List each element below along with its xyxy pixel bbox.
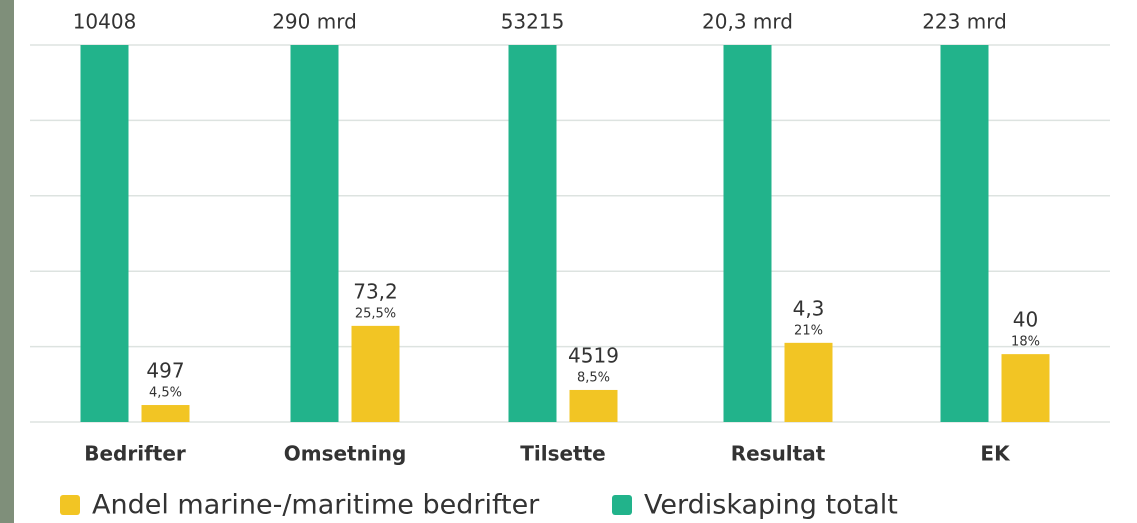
- bar: [940, 45, 989, 422]
- bar: [290, 45, 339, 422]
- category-label: Omsetning: [284, 442, 407, 466]
- bar: [80, 45, 129, 422]
- category-label: Resultat: [731, 442, 826, 466]
- bar: [569, 389, 618, 422]
- value-label: 18%: [1011, 335, 1040, 350]
- legend-label: Andel marine-/maritime bedrifter: [92, 490, 540, 521]
- bar: [508, 45, 557, 422]
- bar: [784, 342, 833, 422]
- total-label: 20,3 mrd: [702, 10, 793, 34]
- bar: [141, 405, 190, 422]
- amount-label: 40: [1013, 308, 1038, 332]
- value-label: 25,5%: [355, 306, 396, 321]
- value-label: 4,5%: [149, 386, 182, 401]
- category-label: EK: [980, 442, 1011, 466]
- legend-swatch: [612, 495, 632, 515]
- bar: [351, 325, 400, 422]
- value-label: 8,5%: [577, 370, 610, 385]
- category-label: Tilsette: [520, 442, 606, 466]
- legend-label: Verdiskaping totalt: [644, 490, 898, 521]
- legend-swatch: [60, 495, 80, 515]
- bar: [723, 45, 772, 422]
- total-label: 53215: [501, 10, 565, 34]
- category-label: Bedrifter: [84, 442, 186, 466]
- total-label: 290 mrd: [272, 10, 357, 34]
- bar: [1001, 354, 1050, 422]
- total-label: 223 mrd: [922, 10, 1007, 34]
- amount-label: 73,2: [353, 279, 398, 303]
- value-label: 21%: [794, 323, 823, 338]
- total-label: 10408: [73, 10, 137, 34]
- amount-label: 497: [146, 359, 184, 383]
- amount-label: 4,3: [793, 296, 825, 320]
- side-strip: [0, 0, 14, 523]
- amount-label: 4519: [568, 343, 619, 367]
